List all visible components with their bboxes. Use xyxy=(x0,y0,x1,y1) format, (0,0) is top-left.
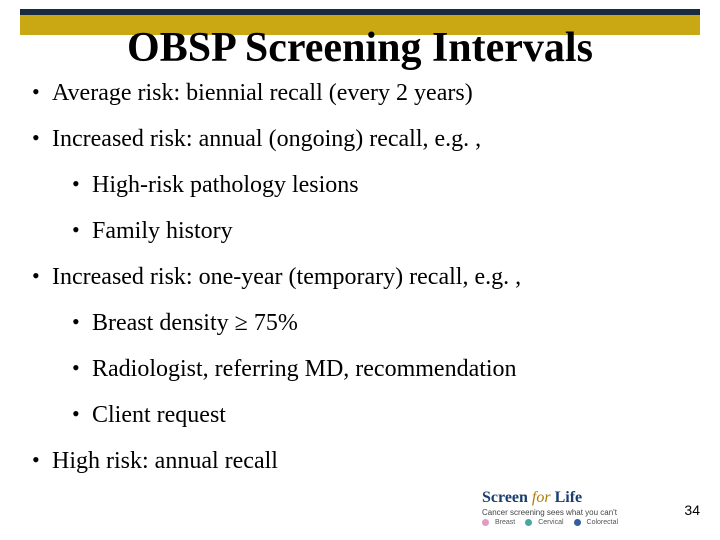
bullet-level-1: Increased risk: annual (ongoing) recall,… xyxy=(30,124,700,154)
logo-dot xyxy=(482,519,489,526)
bullet-level-2: Breast density ≥ 75% xyxy=(70,308,700,338)
logo-dot xyxy=(525,519,532,526)
logo-tagline: Cancer screening sees what you can't xyxy=(482,508,662,517)
logo-word-screen: Screen xyxy=(482,489,528,506)
bullet-level-1: Average risk: biennial recall (every 2 y… xyxy=(30,78,700,108)
logo-dots-row: Breast Cervical Colorectal xyxy=(482,519,662,526)
page-number: 34 xyxy=(684,502,700,518)
logo-word-life: Life xyxy=(555,489,583,506)
bullet-level-1: Increased risk: one-year (temporary) rec… xyxy=(30,262,700,292)
logo-dot-label: Breast xyxy=(495,519,515,526)
logo-dot-label: Colorectal xyxy=(587,519,619,526)
bullet-level-2: Client request xyxy=(70,400,700,430)
bullet-level-2: High-risk pathology lesions xyxy=(70,170,700,200)
slide-title: OBSP Screening Intervals xyxy=(0,24,720,72)
logo-title: Screen for Life xyxy=(482,490,662,506)
bullet-level-2: Radiologist, referring MD, recommendatio… xyxy=(70,354,700,384)
bullet-level-1: High risk: annual recall xyxy=(30,446,700,476)
bullet-level-2: Family history xyxy=(70,216,700,246)
bullet-list: Average risk: biennial recall (every 2 y… xyxy=(30,78,700,492)
logo-dot xyxy=(574,519,581,526)
screen-for-life-logo: Screen for Life Cancer screening sees wh… xyxy=(482,490,662,526)
logo-dot-label: Cervical xyxy=(538,519,563,526)
logo-word-for: for xyxy=(528,489,555,506)
